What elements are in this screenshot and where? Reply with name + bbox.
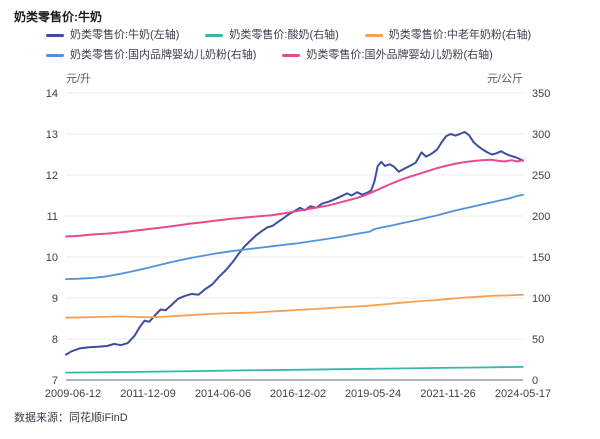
legend-item-1[interactable]: 奶类零售价:酸奶(右轴): [205, 28, 339, 43]
y-axis-label-right: 250: [532, 170, 550, 182]
y-axis-label-left: 11: [47, 211, 58, 223]
y-axis-label-left: 12: [46, 170, 58, 182]
y-axis-label-left: 9: [52, 293, 58, 305]
chart-title: 奶类零售价:牛奶: [14, 10, 102, 24]
y-axis-label-left: 8: [52, 334, 58, 346]
series-line-1: [65, 366, 524, 374]
right-axis-unit: 元/公斤: [486, 73, 523, 85]
x-axis-label: 2011-12-09: [120, 388, 175, 400]
y-axis-label-right: 350: [532, 88, 550, 100]
y-axis-label-right: 0: [532, 375, 538, 387]
legend-line-icon: [46, 54, 64, 57]
y-axis-label-left: 7: [52, 375, 58, 387]
legend-item-4[interactable]: 奶类零售价:国外品牌婴幼儿奶粉(右轴): [282, 48, 493, 63]
legend-line-icon: [364, 34, 383, 37]
legend: 奶类零售价:牛奶(左轴) 奶类零售价:酸奶(右轴) 奶类零售价:中老年奶粉(右轴) 奶…: [46, 28, 594, 63]
legend-item-3[interactable]: 奶类零售价:国内品牌婴幼儿奶粉(右轴): [46, 48, 256, 63]
legend-item-label: 奶类零售价:酸奶(右轴): [229, 29, 339, 41]
left-axis-unit: 元/升: [66, 73, 92, 85]
x-axis-label: 2016-12-02: [270, 388, 326, 400]
y-axis-label-right: 150: [532, 252, 550, 264]
x-axis-label: 2024-05-17: [495, 388, 551, 400]
series-line-4: [65, 158, 524, 238]
series-line-2: [65, 293, 524, 319]
y-axis-label-left: 13: [46, 129, 58, 141]
series-line-3: [65, 193, 524, 280]
y-axis-label-right: 100: [532, 293, 550, 305]
legend-line-icon: [205, 34, 224, 37]
y-axis-label-right: 300: [532, 129, 550, 141]
legend-item-label: 奶类零售价:中老年奶粉(右轴): [388, 29, 532, 41]
legend-line-icon: [46, 34, 64, 37]
y-axis-label-left: 14: [46, 88, 58, 100]
x-axis-label: 2019-05-24: [345, 388, 401, 400]
y-axis-label-right: 50: [532, 334, 544, 346]
y-axis-label-right: 200: [532, 211, 550, 223]
legend-item-0[interactable]: 奶类零售价:牛奶(左轴): [46, 28, 179, 43]
x-axis-label: 2014-06-06: [195, 388, 251, 400]
x-axis-label: 2009-06-12: [45, 388, 101, 400]
legend-item-2[interactable]: 奶类零售价:中老年奶粉(右轴): [364, 28, 532, 43]
y-axis-label-left: 10: [46, 252, 58, 264]
legend-item-label: 奶类零售价:牛奶(左轴): [70, 29, 180, 41]
series-line-0: [65, 130, 524, 356]
data-source: 数据来源：同花顺iFinD: [14, 412, 128, 424]
legend-line-icon: [282, 54, 301, 57]
x-axis-label: 2021-11-26: [420, 388, 475, 400]
legend-item-label: 奶类零售价:国外品牌婴幼儿奶粉(右轴): [306, 49, 493, 61]
legend-item-label: 奶类零售价:国内品牌婴幼儿奶粉(右轴): [70, 49, 257, 61]
